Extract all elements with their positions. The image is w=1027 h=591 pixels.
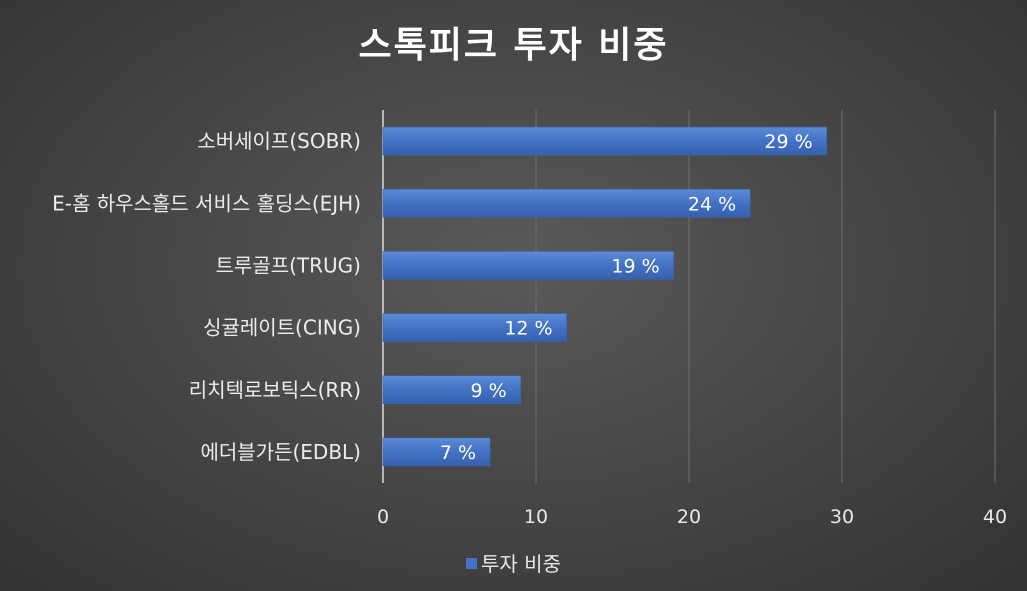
x-tick-label: 20 xyxy=(677,506,701,528)
chart-legend: 투자 비중 xyxy=(0,548,1027,577)
category-label: 리치텍로보틱스(RR) xyxy=(189,378,361,402)
legend-label: 투자 비중 xyxy=(481,552,561,576)
x-tick-label: 0 xyxy=(377,506,389,528)
bar xyxy=(382,375,521,404)
data-label: 19 % xyxy=(611,255,659,277)
x-tick-label: 40 xyxy=(983,506,1007,528)
x-tick-label: 30 xyxy=(830,506,854,528)
category-label: E-홈 하우스홀드 서비스 홀딩스(EJH) xyxy=(52,191,361,215)
data-label: 7 % xyxy=(440,442,476,464)
bar xyxy=(382,437,491,467)
category-label: 트루골프(TRUG) xyxy=(216,253,361,277)
bar xyxy=(382,251,674,280)
chart-title: 스톡피크 투자 비중 xyxy=(358,25,669,66)
bar xyxy=(382,189,751,218)
category-label: 소버세이프(SOBR) xyxy=(197,129,361,153)
x-tick-label: 10 xyxy=(524,506,548,528)
data-label: 24 % xyxy=(688,193,736,215)
data-label: 29 % xyxy=(764,131,812,153)
legend-swatch xyxy=(466,558,478,569)
bar xyxy=(382,126,827,156)
category-label: 에더블가든(EDBL) xyxy=(200,440,361,464)
data-label: 12 % xyxy=(504,318,552,340)
data-label: 9 % xyxy=(471,380,507,402)
category-label: 싱귤레이트(CING) xyxy=(203,316,361,340)
bar xyxy=(382,313,567,342)
